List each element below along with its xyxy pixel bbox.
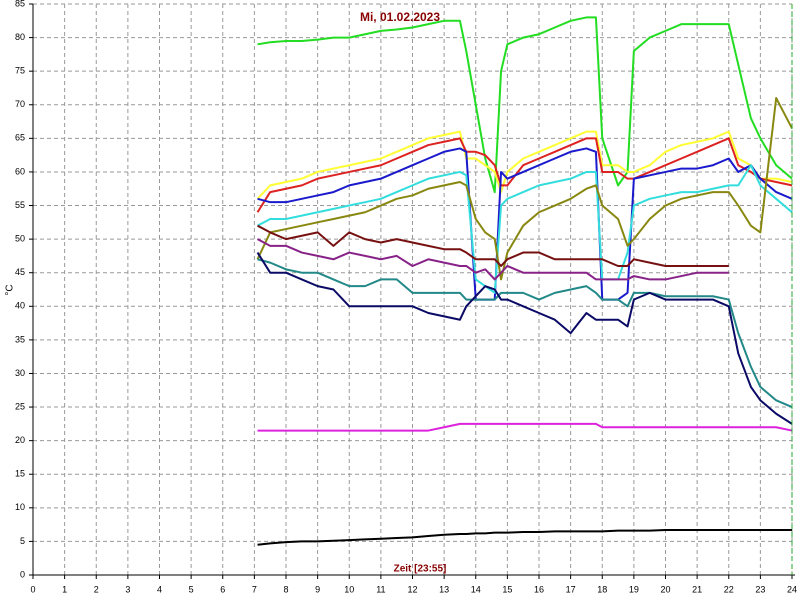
x-tick-label: 21 <box>692 584 702 594</box>
y-tick-label: 15 <box>15 469 25 479</box>
y-tick-label: 20 <box>15 435 25 445</box>
y-tick-label: 60 <box>15 166 25 176</box>
y-tick-label: 45 <box>15 267 25 277</box>
series-line <box>257 258 793 408</box>
y-tick-label: 10 <box>15 502 25 512</box>
y-tick-label: 80 <box>15 32 25 42</box>
x-tick-label: 12 <box>407 584 417 594</box>
x-tick-label: 18 <box>597 584 607 594</box>
x-tick-label: 0 <box>30 584 35 594</box>
x-tick-label: 9 <box>315 584 320 594</box>
grid <box>32 3 793 576</box>
x-tick-label: 7 <box>252 584 257 594</box>
x-tick-label: 24 <box>787 584 797 594</box>
y-tick-label: 40 <box>15 301 25 311</box>
series-line <box>256 130 793 200</box>
series-line <box>257 238 729 281</box>
y-tick-label: 70 <box>15 99 25 109</box>
series-line <box>256 252 793 425</box>
x-tick-label: 3 <box>125 584 130 594</box>
x-tick-label: 23 <box>755 584 765 594</box>
x-tick-label: 17 <box>566 584 576 594</box>
x-axis-label: Zeit [23:55] <box>394 564 447 575</box>
y-tick-label: 5 <box>20 536 25 546</box>
y-axis-label: °C <box>5 284 16 295</box>
x-tick-label: 14 <box>471 584 481 594</box>
x-tick-label: 15 <box>502 584 512 594</box>
series-line <box>257 422 793 432</box>
x-tick-label: 16 <box>534 584 544 594</box>
x-tick-label: 20 <box>660 584 670 594</box>
y-tick-label: 65 <box>15 133 25 143</box>
y-tick-label: 35 <box>15 334 25 344</box>
x-tick-label: 22 <box>724 584 734 594</box>
series-line <box>257 147 793 301</box>
plot-lines <box>256 16 793 546</box>
series-line <box>257 224 729 267</box>
y-tick-label: 75 <box>15 66 25 76</box>
y-tick-label: 55 <box>15 200 25 210</box>
x-tick-label: 2 <box>94 584 99 594</box>
series-line <box>257 164 793 294</box>
chart-title: Mi, 01.02.2023 <box>360 10 440 24</box>
x-tick-label: 1 <box>62 584 67 594</box>
y-tick-label: 50 <box>15 233 25 243</box>
y-tick-label: 85 <box>15 0 25 8</box>
y-tick-label: 30 <box>15 368 25 378</box>
y-tick-label: 25 <box>15 401 25 411</box>
x-tick-label: 6 <box>220 584 225 594</box>
series-line <box>256 97 793 281</box>
series-line <box>257 16 793 194</box>
x-tick-label: 5 <box>189 584 194 594</box>
series-line <box>256 137 793 213</box>
x-tick-label: 13 <box>439 584 449 594</box>
x-tick-label: 19 <box>629 584 639 594</box>
y-tick-label: 0 <box>20 569 25 579</box>
x-tick-label: 4 <box>157 584 162 594</box>
x-tick-label: 8 <box>283 584 288 594</box>
x-tick-label: 11 <box>376 584 385 594</box>
x-tick-label: 10 <box>344 584 354 594</box>
series-line <box>257 528 792 546</box>
